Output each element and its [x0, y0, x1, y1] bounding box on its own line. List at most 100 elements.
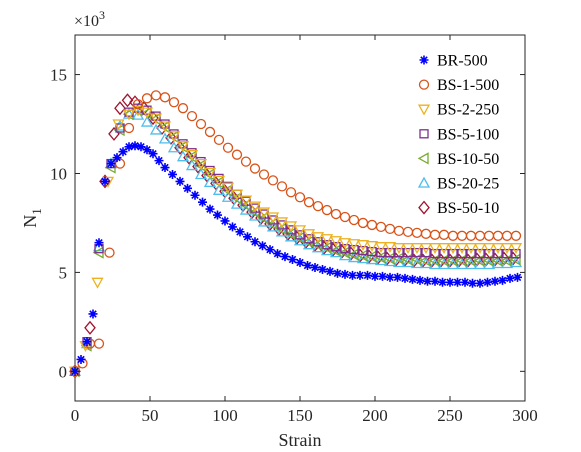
- data-point-br-500: [423, 276, 432, 286]
- data-point-bs-1-500: [240, 156, 252, 167]
- data-point-bs-5-100: [502, 248, 512, 259]
- data-point-br-500: [106, 159, 116, 169]
- data-point-bs-2-250: [320, 234, 334, 246]
- legend-label-bs-5-100: BS-5-100: [437, 126, 499, 143]
- data-point-bs-1-500: [267, 175, 279, 186]
- data-point-bs-2-250: [275, 217, 289, 229]
- data-point-bs-1-500: [186, 110, 198, 122]
- data-point-bs-1-500: [141, 93, 153, 104]
- x-tick-label: 0: [71, 406, 80, 425]
- series-bs-20-25: [68, 107, 523, 376]
- data-point-bs-10-50: [374, 251, 386, 264]
- data-point-bs-2-250: [112, 119, 125, 131]
- data-point-br-500: [348, 270, 357, 280]
- data-point-bs-2-250: [230, 189, 244, 201]
- data-point-br-500: [430, 276, 440, 286]
- data-point-bs-20-25: [140, 115, 154, 127]
- data-point-br-500: [490, 276, 500, 286]
- data-point-bs-2-250: [185, 150, 199, 162]
- data-point-br-500: [100, 176, 110, 186]
- data-point-br-500: [148, 149, 158, 159]
- data-point-bs-1-500: [177, 103, 189, 114]
- data-point-br-500: [136, 142, 146, 152]
- data-point-br-500: [288, 255, 297, 265]
- data-point-bs-50-10: [435, 253, 447, 268]
- data-point-br-500: [250, 237, 260, 247]
- x-tick-label: 250: [437, 406, 463, 425]
- data-point-bs-5-100: [466, 248, 476, 259]
- data-point-br-500: [118, 147, 128, 157]
- data-point-br-500: [175, 176, 185, 186]
- data-point-bs-2-250: [410, 243, 424, 255]
- data-point-bs-20-25: [509, 256, 523, 268]
- y-axis-label-subscript: 1: [29, 208, 44, 215]
- data-point-bs-20-25: [167, 141, 181, 153]
- data-point-bs-20-25: [266, 220, 280, 232]
- data-point-bs-2-250: [212, 175, 226, 187]
- data-point-br-500: [94, 238, 104, 248]
- data-point-bs-10-50: [365, 250, 377, 263]
- data-point-bs-5-100: [412, 247, 422, 258]
- data-point-br-500: [400, 273, 410, 283]
- data-point-bs-2-250: [194, 158, 208, 170]
- data-point-bs-5-100: [358, 245, 368, 256]
- data-point-bs-2-250: [167, 131, 181, 143]
- data-point-bs-2-250: [455, 243, 469, 255]
- data-point-bs-2-250: [239, 195, 253, 207]
- data-point-br-500: [453, 277, 462, 287]
- data-point-bs-2-250: [248, 201, 262, 213]
- data-point-bs-1-500: [195, 118, 207, 130]
- data-point-bs-5-100: [349, 245, 359, 255]
- data-point-br-500: [112, 153, 122, 163]
- data-point-br-500: [355, 270, 365, 280]
- data-point-br-500: [273, 249, 282, 259]
- data-point-br-500: [82, 337, 92, 347]
- data-point-bs-1-500: [321, 204, 333, 216]
- data-point-br-500: [370, 271, 380, 281]
- data-point-bs-50-10: [156, 120, 168, 135]
- data-point-bs-5-100: [484, 248, 494, 259]
- data-point-bs-5-100: [394, 247, 404, 258]
- data-point-bs-1-500: [93, 338, 105, 349]
- data-point-bs-1-500: [204, 126, 216, 138]
- data-point-bs-2-250: [419, 243, 433, 255]
- y-tick-label: 10: [50, 164, 67, 183]
- data-point-bs-1-500: [159, 92, 171, 103]
- data-point-bs-1-500: [104, 247, 115, 258]
- data-point-bs-5-100: [268, 215, 278, 225]
- data-point-bs-20-25: [311, 241, 325, 253]
- y-axis-label: N1: [20, 208, 44, 228]
- data-point-bs-5-100: [430, 248, 440, 259]
- data-point-bs-1-500: [312, 200, 324, 212]
- data-point-br-500: [228, 222, 237, 232]
- data-point-br-500: [243, 232, 252, 242]
- data-point-br-500: [154, 156, 164, 166]
- data-point-bs-20-25: [500, 257, 514, 269]
- data-point-bs-5-100: [385, 247, 395, 258]
- data-point-bs-1-500: [276, 181, 288, 192]
- data-point-br-500: [363, 270, 372, 280]
- x-tick-label: 200: [362, 406, 388, 425]
- data-point-bs-2-250: [266, 212, 280, 224]
- data-point-bs-2-250: [347, 239, 361, 251]
- data-point-bs-2-250: [464, 243, 478, 255]
- data-point-br-500: [168, 169, 177, 179]
- data-point-bs-5-100: [493, 248, 503, 259]
- data-point-bs-2-250: [482, 243, 496, 255]
- data-point-bs-2-250: [392, 243, 406, 255]
- data-point-bs-20-25: [383, 255, 397, 267]
- data-point-br-500: [190, 190, 200, 200]
- data-point-br-500: [303, 260, 312, 270]
- data-point-br-500: [198, 197, 207, 207]
- data-point-bs-2-250: [437, 243, 451, 255]
- data-point-bs-20-25: [356, 252, 370, 264]
- legend-label-bs-1-500: BS-1-500: [437, 77, 499, 94]
- data-point-bs-2-250: [401, 243, 415, 255]
- data-point-bs-2-250: [446, 243, 460, 255]
- data-point-bs-20-25: [320, 244, 334, 256]
- data-point-bs-5-100: [367, 246, 377, 257]
- data-point-bs-1-500: [168, 97, 180, 108]
- data-point-bs-20-25: [293, 234, 307, 246]
- data-point-br-500: [475, 278, 485, 288]
